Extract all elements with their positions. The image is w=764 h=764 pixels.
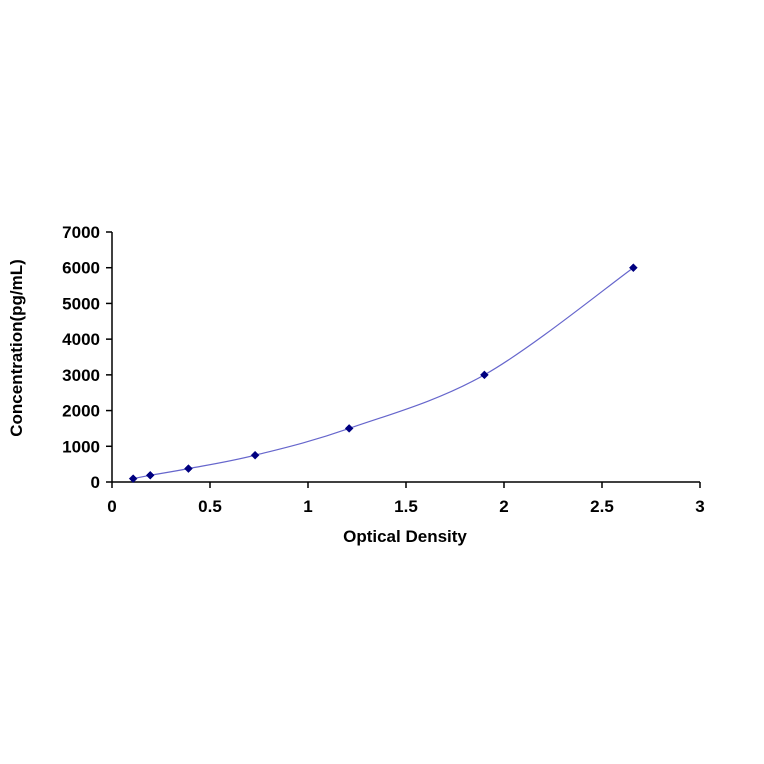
y-tick-label: 1000 xyxy=(62,437,100,456)
y-tick-label: 3000 xyxy=(62,366,100,385)
data-point xyxy=(344,424,354,433)
data-points xyxy=(128,263,638,483)
fit-curve-group xyxy=(133,267,634,480)
x-tick-label: 0 xyxy=(107,497,116,516)
data-point xyxy=(145,470,155,480)
y-axis-title: Concentration(pg/mL) xyxy=(7,259,26,437)
x-tick-label: 3 xyxy=(695,497,704,516)
x-tick-label: 1.5 xyxy=(394,497,418,516)
data-point xyxy=(629,263,638,273)
y-tick-label: 6000 xyxy=(62,259,100,278)
y-ticks: 0 1000 2000 3000 4000 5000 6000 7000 xyxy=(62,223,112,492)
y-tick-label: 4000 xyxy=(62,330,100,349)
data-point xyxy=(128,474,138,483)
x-axis-title: Optical Density xyxy=(343,527,467,546)
x-tick-label: 1 xyxy=(303,497,312,516)
y-tick-label: 0 xyxy=(91,473,100,492)
x-tick-label: 2.5 xyxy=(590,497,614,516)
x-ticks: 0 0.5 1 1.5 2 2.5 3 xyxy=(107,482,705,516)
data-point xyxy=(480,370,489,380)
x-tick-label: 2 xyxy=(499,497,508,516)
y-tick-label: 2000 xyxy=(62,402,100,421)
x-tick-label: 0.5 xyxy=(198,497,222,516)
axes xyxy=(111,232,700,483)
y-tick-label: 5000 xyxy=(62,294,100,313)
y-tick-label: 7000 xyxy=(62,223,100,242)
data-point xyxy=(250,450,260,460)
fit-curve xyxy=(133,267,634,480)
data-point xyxy=(184,464,193,473)
